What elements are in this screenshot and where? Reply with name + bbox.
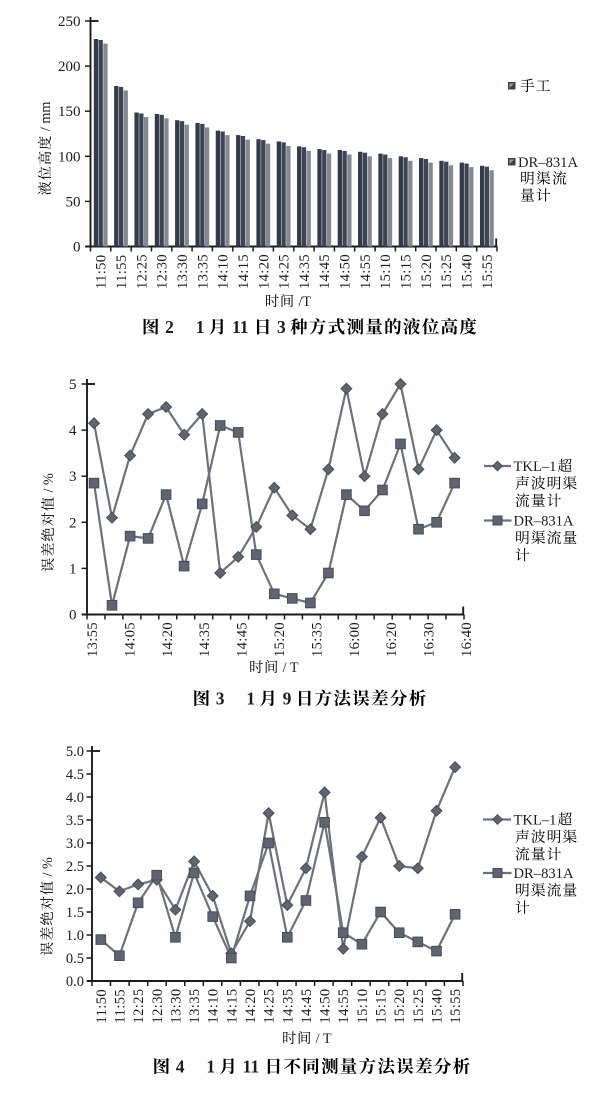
svg-text:15:40: 15:40 [460, 254, 476, 289]
svg-text:0.5: 0.5 [66, 951, 84, 967]
svg-text:5.0: 5.0 [66, 744, 84, 760]
svg-text:TKL–1: TKL–1 [514, 813, 557, 829]
svg-text:1: 1 [69, 561, 77, 577]
svg-text:3.0: 3.0 [66, 836, 84, 852]
svg-text:50: 50 [66, 194, 81, 210]
svg-text:16:00: 16:00 [347, 622, 363, 657]
svg-text:2: 2 [69, 515, 77, 531]
svg-text:15:10: 15:10 [355, 988, 371, 1023]
svg-text:11: 11 [238, 1057, 263, 1077]
svg-text:DR–831A: DR–831A [518, 155, 578, 171]
svg-text:15:55: 15:55 [480, 254, 496, 289]
svg-text:15:20: 15:20 [419, 254, 435, 289]
svg-text:11:50: 11:50 [94, 255, 110, 290]
svg-text:14:25: 14:25 [277, 254, 293, 289]
svg-text:100: 100 [58, 149, 81, 165]
svg-text:14:35: 14:35 [197, 622, 213, 657]
svg-text:/ T: / T [279, 660, 299, 676]
svg-text:/ mm: / mm [38, 102, 54, 135]
svg-text:14:45: 14:45 [317, 254, 333, 289]
svg-text:13:30: 13:30 [175, 254, 191, 289]
svg-text:15:15: 15:15 [374, 988, 390, 1023]
svg-text:4.0: 4.0 [66, 790, 84, 806]
svg-text:16:40: 16:40 [459, 622, 475, 657]
svg-text:14:55: 14:55 [336, 988, 352, 1023]
svg-text:0: 0 [73, 240, 81, 256]
svg-text:/ %: / % [41, 473, 57, 496]
svg-text:14:55: 14:55 [358, 254, 374, 289]
svg-text:12:25: 12:25 [131, 988, 147, 1023]
svg-text:15:20: 15:20 [392, 988, 408, 1023]
svg-text:14:45: 14:45 [299, 988, 315, 1023]
svg-text:13:55: 13:55 [85, 622, 101, 657]
svg-text:15:15: 15:15 [399, 254, 415, 289]
svg-text:0: 0 [69, 608, 77, 624]
svg-text:/T: /T [295, 294, 311, 310]
svg-text:2 1: 2 1 [161, 317, 209, 337]
svg-text:14:35: 14:35 [280, 988, 296, 1023]
svg-text:13:35: 13:35 [195, 254, 211, 289]
svg-text:DR–831A: DR–831A [514, 514, 574, 530]
svg-text:11:50: 11:50 [94, 989, 110, 1024]
svg-text:12:30: 12:30 [150, 988, 166, 1023]
svg-text:200: 200 [58, 59, 81, 75]
svg-text:13:35: 13:35 [187, 988, 203, 1023]
svg-text:14:10: 14:10 [216, 254, 232, 289]
svg-text:250: 250 [58, 14, 81, 30]
svg-text:16:30: 16:30 [422, 622, 438, 657]
svg-text:4 1: 4 1 [171, 1057, 219, 1077]
svg-text:150: 150 [58, 104, 81, 120]
svg-text:3: 3 [273, 317, 291, 337]
svg-text:1.0: 1.0 [66, 928, 84, 944]
svg-text:14:20: 14:20 [256, 254, 272, 289]
svg-text:14:35: 14:35 [297, 254, 313, 289]
svg-text:15:35: 15:35 [309, 622, 325, 657]
svg-text:14:50: 14:50 [318, 988, 334, 1023]
svg-text:11:55: 11:55 [114, 255, 130, 290]
svg-text:14:15: 14:15 [224, 988, 240, 1023]
svg-text:5: 5 [69, 377, 77, 393]
svg-text:15:40: 15:40 [430, 988, 446, 1023]
svg-text:11:55: 11:55 [112, 989, 128, 1024]
svg-text:2.5: 2.5 [66, 859, 84, 875]
svg-text:14:50: 14:50 [338, 254, 354, 289]
svg-text:TKL–1: TKL–1 [514, 459, 557, 475]
svg-text:14:15: 14:15 [236, 254, 252, 289]
svg-text:/ %: / % [40, 857, 56, 880]
svg-text:15:20: 15:20 [272, 622, 288, 657]
svg-text:4.5: 4.5 [66, 767, 84, 783]
svg-text:14:05: 14:05 [122, 622, 138, 657]
svg-text:12:30: 12:30 [155, 254, 171, 289]
svg-text:15:55: 15:55 [448, 988, 464, 1023]
svg-text:16:20: 16:20 [384, 622, 400, 657]
svg-text:0.0: 0.0 [66, 974, 84, 990]
svg-text:14:25: 14:25 [262, 988, 278, 1023]
svg-text:11: 11 [228, 317, 253, 337]
svg-text:/ T: / T [312, 1031, 332, 1047]
svg-text:15:10: 15:10 [378, 254, 394, 289]
svg-text:12:25: 12:25 [134, 254, 150, 289]
svg-text:2.0: 2.0 [66, 882, 84, 898]
svg-text:1.5: 1.5 [66, 905, 84, 921]
svg-text:13:30: 13:30 [168, 988, 184, 1023]
svg-text:15:25: 15:25 [411, 988, 427, 1023]
svg-text:9: 9 [278, 689, 296, 709]
svg-text:4: 4 [69, 423, 77, 439]
svg-text:14:20: 14:20 [160, 622, 176, 657]
svg-text:15:25: 15:25 [439, 254, 455, 289]
svg-text:14:45: 14:45 [235, 622, 251, 657]
svg-text:3.5: 3.5 [66, 813, 84, 829]
svg-text:14:20: 14:20 [243, 988, 259, 1023]
svg-text:DR–831A: DR–831A [514, 866, 574, 882]
svg-text:3: 3 [69, 469, 77, 485]
svg-text:3 1: 3 1 [211, 689, 259, 709]
svg-text:14:10: 14:10 [206, 988, 222, 1023]
